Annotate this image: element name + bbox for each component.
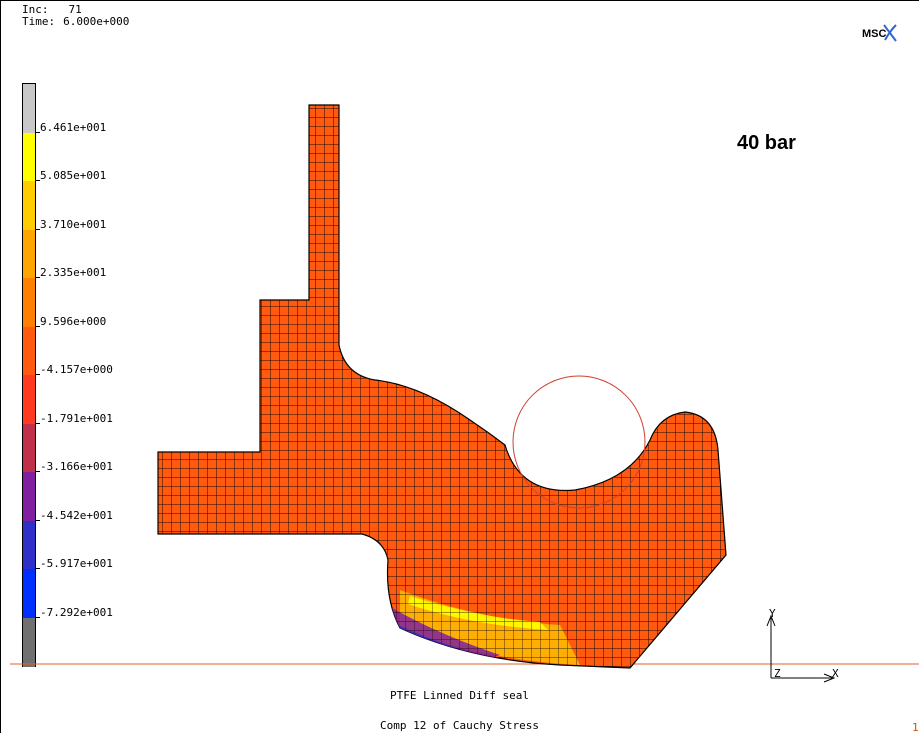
axis-x-label: X	[832, 667, 839, 680]
legend-color-segment	[23, 569, 35, 618]
logo-swoosh-icon	[883, 24, 897, 42]
legend-color-segment	[23, 520, 35, 570]
legend-label: -3.166e+001	[40, 460, 113, 473]
legend-label: 9.596e+000	[40, 315, 107, 328]
legend-tick	[35, 519, 40, 521]
legend-color-segment	[23, 278, 35, 327]
increment-readout: Inc: 71	[22, 4, 82, 16]
axis-z-label: Z	[774, 667, 781, 680]
increment-label: Inc:	[22, 3, 49, 16]
legend-label: -7.292e+001	[40, 606, 113, 619]
legend-color-segment	[23, 229, 35, 279]
legend-color-segment	[23, 375, 35, 424]
legend-label: -1.791e+001	[40, 412, 113, 425]
time-label: Time:	[22, 15, 56, 28]
legend-tick	[35, 228, 40, 230]
legend-label: -4.157e+000	[40, 363, 113, 376]
model-title: PTFE Linned Diff seal	[389, 689, 530, 702]
legend-color-segment	[23, 423, 35, 473]
frame-border-top	[0, 0, 919, 1]
legend-tick	[35, 616, 40, 618]
pressure-annotation: 40 bar	[737, 132, 796, 154]
legend-color-segment	[23, 326, 35, 376]
msc-logo: MSC	[862, 24, 897, 42]
legend-label: -5.917e+001	[40, 557, 113, 570]
contact-circle	[512, 375, 646, 509]
legend-tick	[35, 180, 40, 181]
legend-tick	[35, 568, 40, 569]
time-value: 6.000e+000	[63, 15, 130, 28]
legend-label: 3.710e+001	[40, 218, 107, 231]
logo-text: MSC	[862, 28, 887, 40]
legend-color-segment	[23, 84, 35, 133]
legend-tick	[35, 374, 40, 375]
time-readout: Time: 6.000e+000	[22, 16, 129, 28]
increment-value: 71	[68, 3, 82, 16]
legend-tick	[35, 422, 40, 424]
legend-tick	[35, 277, 40, 278]
legend-label: -4.542e+001	[40, 509, 113, 522]
legend-tick	[35, 131, 40, 133]
color-legend-bar	[22, 83, 36, 667]
page-number: 1	[912, 721, 919, 734]
legend-label: 2.335e+001	[40, 266, 107, 279]
legend-tick	[35, 471, 40, 472]
axis-triad	[766, 614, 836, 683]
legend-label: 5.085e+001	[40, 169, 107, 182]
legend-color-segment	[23, 181, 35, 230]
legend-tick	[35, 325, 40, 327]
legend-label: 6.461e+001	[40, 121, 107, 134]
legend-color-segment	[23, 472, 35, 521]
frame-border-left	[0, 0, 1, 733]
legend-color-segment	[23, 617, 35, 667]
result-subtitle: Comp 12 of Cauchy Stress	[380, 719, 539, 732]
axis-y-label: Y	[769, 607, 776, 620]
legend-color-segment	[23, 132, 35, 182]
seal-mesh	[157, 104, 727, 669]
